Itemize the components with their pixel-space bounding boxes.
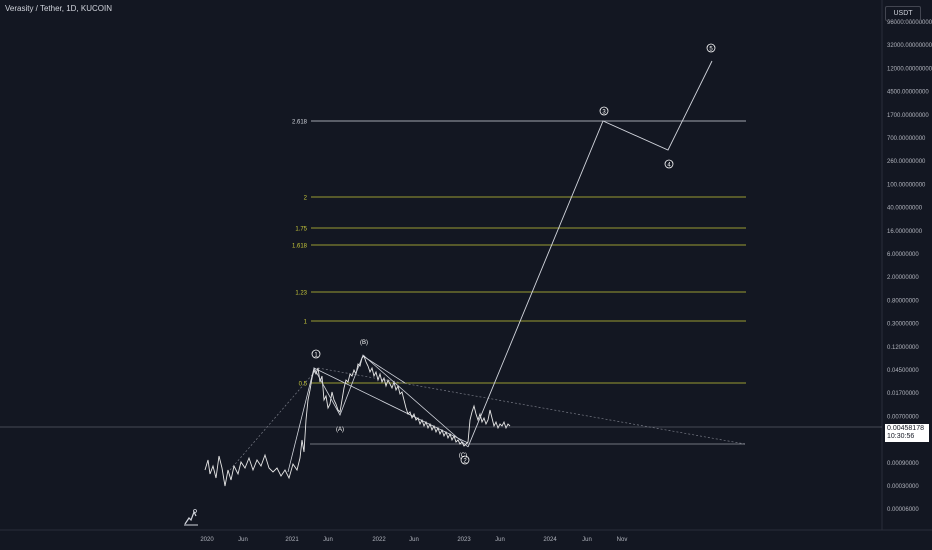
currency-selector[interactable]: USDT: [885, 6, 921, 21]
time-axis[interactable]: 2020 Jun 2021 Jun 2022 Jun 2023 Jun 2024 Jun Nov: [200, 537, 627, 543]
svg-text:3: 3: [602, 110, 606, 116]
wave-label-4[interactable]: 4: [664, 159, 674, 169]
svg-text:1: 1: [314, 353, 318, 359]
wave-label-2[interactable]: 2: [460, 455, 470, 465]
price-axis-label: 0.00030000: [887, 484, 919, 490]
symbol-title[interactable]: Verasity / Tether, 1D, KUCOIN: [5, 4, 113, 13]
price-axis-label: 700.00000000: [887, 136, 926, 142]
price-axis-label: 0.12000000: [887, 345, 919, 351]
time-axis-label: Nov: [617, 537, 628, 543]
price-axis-label: 0.30000000: [887, 322, 919, 328]
wave-label-5[interactable]: 5: [706, 43, 716, 53]
price-axis-label: 0.01700000: [887, 391, 919, 397]
time-axis-label: Jun: [238, 537, 248, 543]
time-axis-label: 2020: [200, 537, 214, 543]
price-axis-label: 0.00700000: [887, 414, 919, 420]
price-axis-label: 32000.00000000: [887, 43, 932, 49]
price-axis-label: 0.00006000: [887, 507, 919, 513]
wave-label-b[interactable]: (B): [360, 340, 368, 346]
trend-channel[interactable]: [229, 355, 746, 471]
price-axis-label: 12000.00000000: [887, 66, 932, 72]
fib-level-label: 1.23: [295, 291, 307, 297]
price-series: [204, 355, 511, 487]
price-axis-label: 2.00000000: [887, 275, 919, 281]
tradingview-logo-icon: [184, 509, 198, 526]
price-axis-label: 6.00000000: [887, 252, 919, 258]
dotted-trend-line[interactable]: [317, 367, 746, 445]
time-axis-label: 2021: [285, 537, 299, 543]
dotted-support-line[interactable]: [229, 367, 319, 471]
price-axis-label: 16.00000000: [887, 229, 923, 235]
price-axis[interactable]: 96000.00000000 32000.00000000 12000.000000…: [887, 20, 932, 513]
price-axis-label: 260.00000000: [887, 159, 926, 165]
time-axis-label: 2024: [543, 537, 557, 543]
fib-level-label: 2.618: [292, 120, 308, 126]
time-axis-label: Jun: [495, 537, 505, 543]
fib-level-label: 1: [304, 320, 308, 326]
wave-label-1[interactable]: 1: [311, 349, 321, 359]
wave-label-3[interactable]: 3: [599, 106, 609, 116]
price-axis-label: 100.00000000: [887, 182, 926, 188]
time-axis-label: Jun: [409, 537, 419, 543]
price-axis-label: 4500.00000000: [887, 90, 929, 96]
bar-countdown: 10:30:56: [887, 433, 915, 440]
wave-label-c[interactable]: (C): [459, 453, 467, 459]
wave-label-a[interactable]: (A): [336, 427, 344, 433]
price-axis-label: 1700.00000000: [887, 113, 929, 119]
fib-level-label: 1.618: [292, 244, 308, 250]
channel-upper-line[interactable]: [362, 355, 406, 384]
time-axis-label: 2022: [372, 537, 386, 543]
price-axis-label: 0.80000000: [887, 298, 919, 304]
svg-text:4: 4: [667, 163, 671, 169]
wave-abc-lines[interactable]: [287, 354, 469, 473]
current-price-tag: 0.00458178 10:30:56: [885, 424, 929, 442]
time-axis-label: 2023: [457, 537, 471, 543]
price-axis-label: 0.00090000: [887, 461, 919, 467]
svg-text:5: 5: [709, 47, 713, 53]
price-axis-label: 40.00000000: [887, 206, 923, 212]
fib-extension-tool[interactable]: 2.618 2 1.75 1.618 1.23 1 0.5: [292, 120, 746, 388]
price-axis-label: 96000.00000000: [887, 20, 932, 26]
elliott-wave-lines[interactable]: [287, 60, 713, 473]
fib-level-label: 2: [304, 196, 308, 202]
wave-projection-lines[interactable]: [467, 60, 713, 448]
time-axis-label: Jun: [582, 537, 592, 543]
current-price-value: 0.00458178: [887, 425, 924, 432]
time-axis-label: Jun: [323, 537, 333, 543]
fib-level-label: 0.5: [299, 382, 308, 388]
fib-level-label: 1.75: [295, 227, 307, 233]
price-axis-label: 0.04500000: [887, 368, 919, 374]
svg-text:2: 2: [463, 459, 467, 465]
